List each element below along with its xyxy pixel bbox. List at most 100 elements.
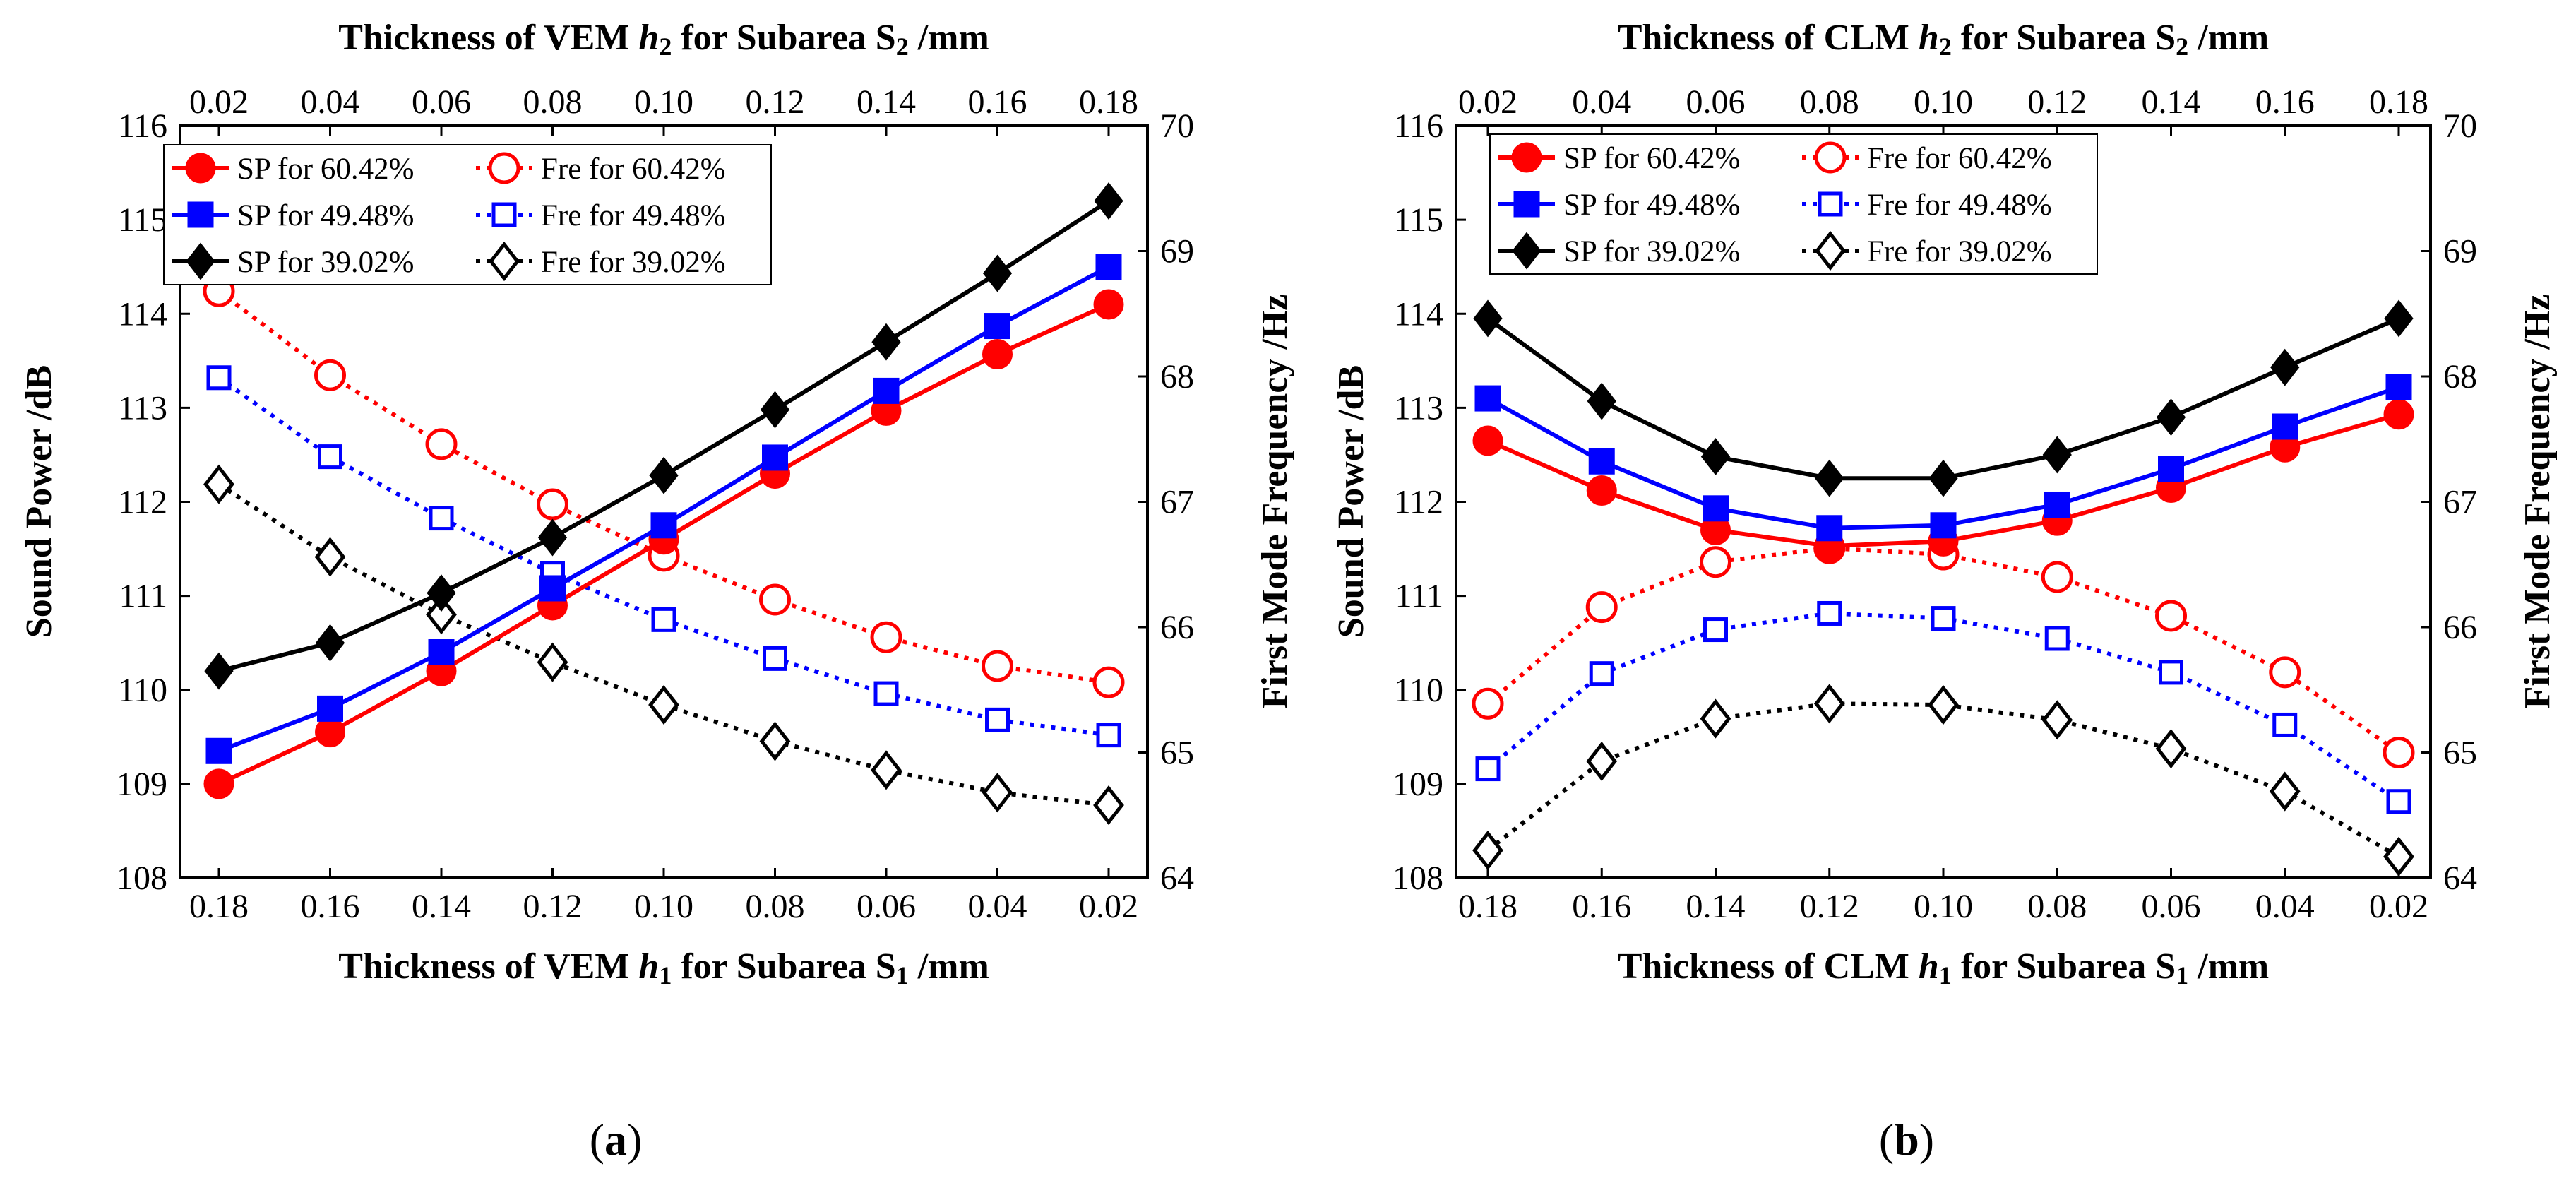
data-point (1703, 617, 1728, 643)
legend-b: SP for 60.42% SP for 49.48% SP for 39.02% F… (1489, 133, 2098, 275)
data-point (2044, 626, 2070, 651)
data-point (1472, 425, 1503, 456)
y-tick-label-left: 116 (1394, 107, 1443, 145)
panel-a: 0.18 0.16 0.14 0.12 0.10 0.08 0.06 0.04 0.02 0.02… (19, 18, 1295, 1165)
legend-marker (185, 153, 216, 184)
y-tick-label-left: 116 (118, 107, 167, 145)
data-point (539, 575, 566, 602)
data-point (2383, 836, 2414, 876)
x-tick-label-bottom: 0.12 (523, 888, 583, 925)
data-point (537, 518, 568, 557)
data-point (650, 512, 677, 539)
data-point (2385, 374, 2412, 400)
legend-entry: SP for 60.42% (1498, 142, 1740, 175)
ticks-b (1456, 124, 2431, 879)
data-point (870, 621, 902, 653)
legend-entry: Fre for 60.42% (476, 152, 726, 186)
data-point (204, 652, 234, 690)
data-point (537, 642, 568, 682)
y-tick-label-right: 69 (1160, 233, 1194, 271)
caption-a: (a) (590, 1114, 643, 1165)
data-point (1928, 459, 1958, 497)
x-tick-label-bottom: 0.16 (301, 888, 360, 925)
legend-entry: Fre for 39.02% (476, 241, 726, 282)
x-tick-label-top: 0.10 (634, 83, 693, 121)
y-tick-label-left: 111 (119, 578, 167, 615)
data-point (763, 646, 787, 671)
data-point (2269, 771, 2301, 812)
data-point (1931, 606, 1956, 631)
data-point (2155, 729, 2187, 769)
x-tick-label-bottom: 0.14 (412, 888, 471, 925)
data-point (985, 707, 1010, 732)
data-point (982, 254, 1013, 292)
legend-label: Fre for 39.02% (541, 246, 726, 279)
data-point (649, 456, 679, 494)
x-tick-label-top: 0.08 (523, 83, 583, 121)
legend-a: SP for 60.42% SP for 49.48% SP for 39.02% F… (163, 144, 772, 285)
data-point (1095, 254, 1122, 280)
x-tick-label-top: 0.16 (2255, 83, 2315, 121)
data-point (759, 721, 791, 761)
legend-label: SP for 39.02% (1563, 235, 1740, 268)
data-point (1475, 756, 1501, 782)
x-tick-label-top: 0.18 (2369, 83, 2428, 121)
legend-marker (488, 152, 520, 184)
legend-marker (1512, 232, 1542, 270)
y-tick-label-left: 113 (118, 389, 167, 427)
series-sp-for-39-02- (1473, 299, 2414, 497)
bottom-x-axis-title-a: Thickness of VEM h1 for Subarea S1 /mm (338, 946, 989, 989)
data-point (1815, 459, 1844, 497)
data-point (1472, 687, 1504, 720)
series-line (1486, 701, 2400, 859)
legend-entry: SP for 49.48% (1498, 189, 1740, 222)
y-tick-label-right: 66 (1160, 609, 1194, 646)
legend-label: SP for 49.48% (1563, 189, 1740, 222)
y-tick-label-right: 64 (2443, 860, 2477, 897)
data-point (2270, 348, 2300, 386)
y-tick-label-right: 64 (1160, 860, 1194, 897)
x-tick-label-top: 0.12 (2027, 83, 2087, 121)
y-tick-label-right: 65 (2443, 735, 2477, 772)
y-tick-label-left: 114 (1394, 295, 1443, 333)
data-point (2042, 436, 2072, 474)
data-point (1474, 385, 1501, 412)
x-tick-label-bottom: 0.08 (746, 888, 805, 925)
data-point (205, 737, 232, 764)
data-point (1586, 475, 1617, 506)
data-point (426, 595, 457, 635)
legend-entry: SP for 39.02% (1498, 232, 1740, 270)
x-tick-label-bottom: 0.08 (2027, 888, 2087, 925)
legend-label: Fre for 39.02% (1867, 235, 2052, 268)
data-point (762, 444, 788, 471)
legend-label: Fre for 60.42% (1867, 142, 2052, 175)
y-tick-label-right: 70 (1160, 107, 1194, 145)
legend-marker (489, 241, 520, 282)
x-tick-label-top: 0.04 (1572, 83, 1631, 121)
data-point (2156, 398, 2186, 436)
data-point (1930, 512, 1957, 539)
legend-marker (491, 202, 517, 227)
x-tick-label-bottom: 0.04 (968, 888, 1027, 925)
legend-entry: SP for 39.02% (172, 242, 414, 280)
data-point (203, 768, 234, 799)
y-tick-label-left: 109 (1393, 766, 1443, 803)
data-point (2159, 660, 2183, 685)
data-point (982, 773, 1013, 813)
x-tick-label-bottom: 0.12 (1800, 888, 1859, 925)
legend-label: Fre for 49.48% (541, 199, 726, 232)
x-tick-label-top: 0.06 (412, 83, 471, 121)
data-point (314, 537, 346, 577)
x-tick-label-top: 0.16 (968, 83, 1027, 121)
legend-entry: Fre for 60.42% (1802, 141, 2052, 175)
caption-b: (b) (1879, 1114, 1934, 1165)
y-tick-label-left: 110 (118, 672, 167, 709)
legend-marker (1815, 230, 1846, 271)
data-point (1093, 785, 1124, 826)
series-fre-for-39-02- (1472, 684, 2414, 876)
data-point (1813, 684, 1845, 724)
data-point (759, 583, 791, 616)
x-tick-label-top: 0.14 (2142, 83, 2201, 121)
data-point (2155, 600, 2187, 632)
legend-marker (1818, 191, 1843, 217)
